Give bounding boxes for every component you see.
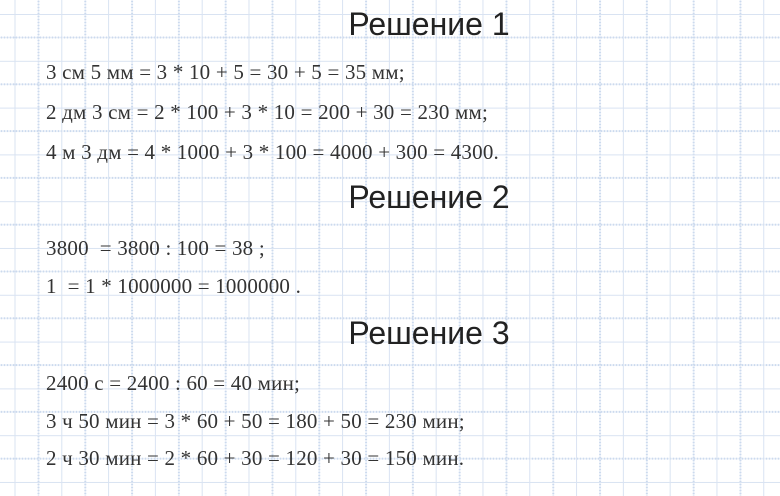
solution-1-line-3: 4 м 3 дм = 4 * 1000 + 3 * 100 = 4000 + 3…	[46, 140, 499, 164]
solution-2-line-1: 3800 = 3800 : 100 = 38 ;	[46, 236, 265, 260]
solution-1-line-1: 3 см 5 мм = 3 * 10 + 5 = 30 + 5 = 35 мм;	[46, 60, 405, 84]
solution-3-line-3: 2 ч 30 мин = 2 * 60 + 30 = 120 + 30 = 15…	[46, 446, 465, 470]
section-title-solution-1: Решение 1	[348, 6, 510, 42]
solution-1-line-2: 2 дм 3 см = 2 * 100 + 3 * 10 = 200 + 30 …	[46, 100, 489, 124]
section-title-solution-2: Решение 2	[348, 179, 510, 215]
solution-3-line-2: 3 ч 50 мин = 3 * 60 + 50 = 180 + 50 = 23…	[46, 409, 465, 433]
section-title-solution-3: Решение 3	[348, 315, 510, 351]
solutions-content: Решение 1 3 см 5 мм = 3 * 10 + 5 = 30 + …	[46, 0, 780, 473]
solution-2-line-2: 1 = 1 * 1000000 = 1000000 .	[46, 274, 302, 298]
solution-3-line-1: 2400 с = 2400 : 60 = 40 мин;	[46, 371, 301, 395]
